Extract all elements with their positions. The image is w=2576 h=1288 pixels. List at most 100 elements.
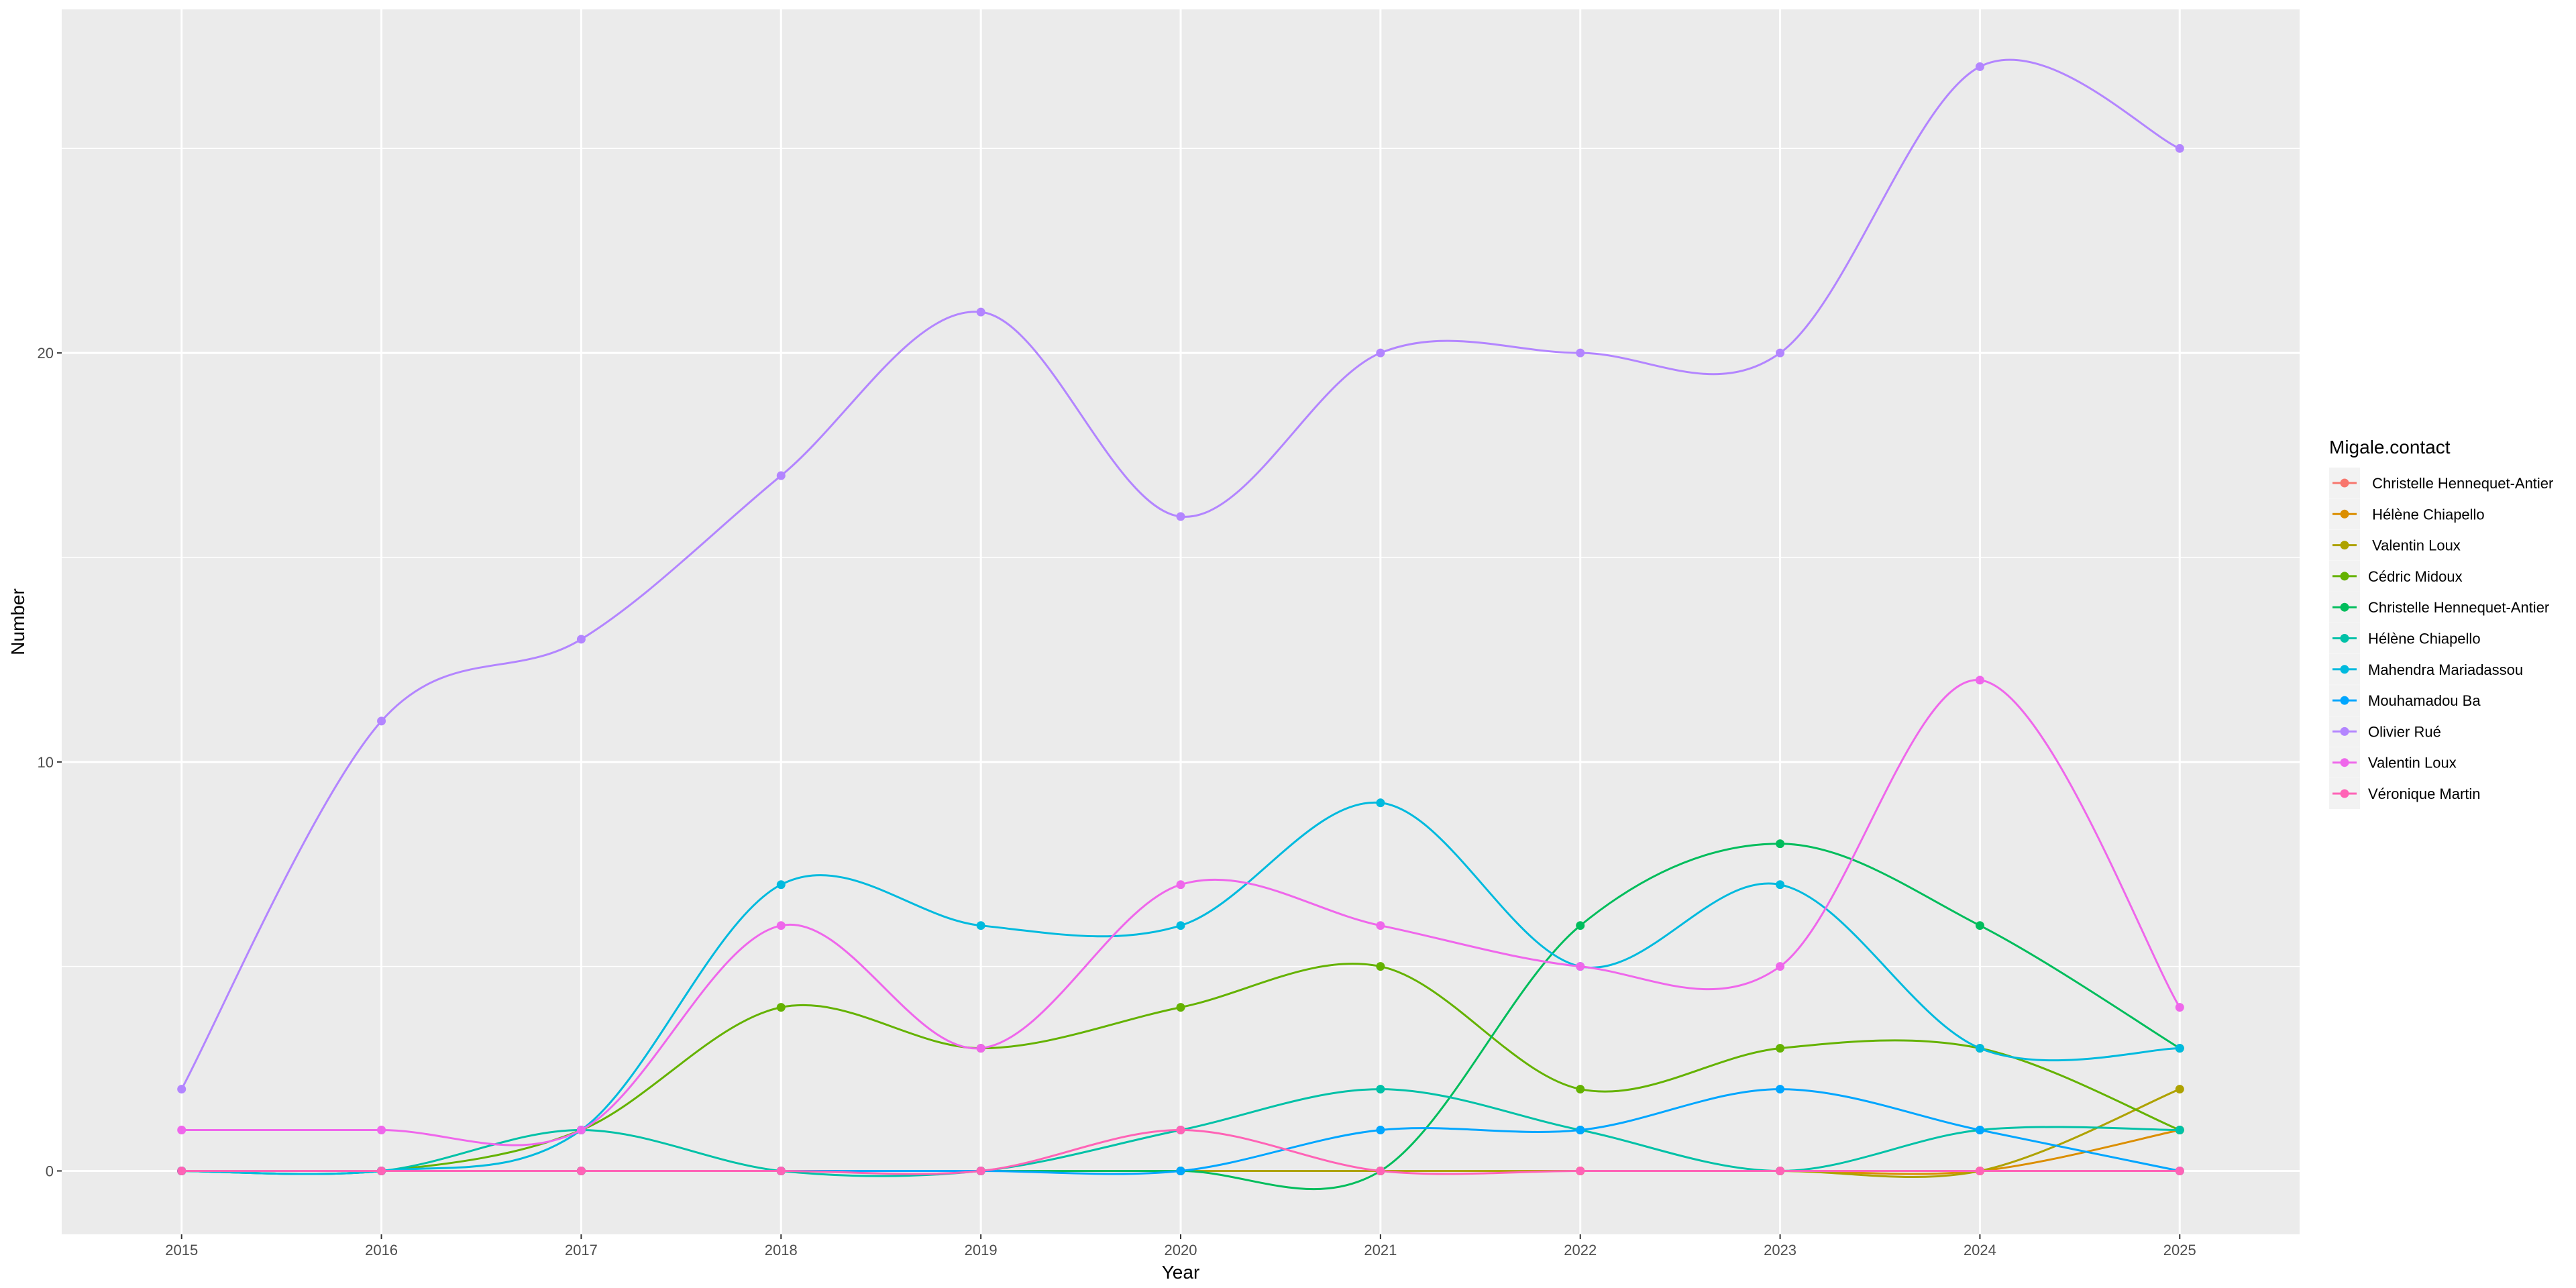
data-point bbox=[1776, 348, 1785, 358]
data-point bbox=[976, 1044, 985, 1053]
x-tick-label: 2025 bbox=[2163, 1242, 2196, 1258]
legend-key-point bbox=[2340, 789, 2349, 798]
data-point bbox=[2175, 1003, 2184, 1012]
data-point bbox=[1176, 880, 1185, 890]
data-point bbox=[1975, 676, 1984, 685]
data-point bbox=[1576, 1126, 1585, 1135]
data-point bbox=[1776, 1085, 1785, 1094]
data-point bbox=[2175, 144, 2184, 153]
legend-item: Mouhamadou Ba bbox=[2329, 685, 2481, 716]
data-point bbox=[1975, 1166, 1984, 1175]
legend-item: Cédric Midoux bbox=[2329, 560, 2463, 592]
legend-key-point bbox=[2340, 665, 2349, 674]
legend-label: Hélène Chiapello bbox=[2368, 506, 2485, 523]
data-point bbox=[1975, 1044, 1984, 1053]
y-tick-label: 0 bbox=[46, 1163, 54, 1179]
data-point bbox=[976, 1166, 985, 1175]
legend-label: Cédric Midoux bbox=[2368, 568, 2463, 585]
data-point bbox=[1776, 839, 1785, 849]
legend-label: Christelle Hennequet-Antier bbox=[2368, 475, 2553, 492]
legend-item: Valentin Loux bbox=[2329, 529, 2461, 561]
data-point bbox=[1975, 1126, 1984, 1135]
data-point bbox=[377, 1126, 386, 1135]
data-point bbox=[576, 635, 586, 644]
data-point bbox=[976, 307, 985, 317]
x-axis-label: Year bbox=[1162, 1262, 1200, 1283]
legend-item: Olivier Rué bbox=[2329, 716, 2441, 747]
data-point bbox=[1776, 880, 1785, 890]
x-tick-label: 2015 bbox=[165, 1242, 198, 1258]
legend-label: Olivier Rué bbox=[2368, 723, 2441, 740]
data-point bbox=[1176, 1126, 1185, 1135]
data-point bbox=[1176, 512, 1185, 521]
legend-key-point bbox=[2340, 634, 2349, 643]
legend-items: Christelle Hennequet-Antier Hélène Chiap… bbox=[2329, 468, 2553, 809]
legend-title: Migale.contact bbox=[2329, 437, 2451, 458]
data-point bbox=[2175, 1085, 2184, 1094]
data-point bbox=[377, 1166, 386, 1175]
legend-key-point bbox=[2340, 541, 2349, 550]
data-point bbox=[1776, 962, 1785, 971]
data-point bbox=[2175, 1166, 2184, 1175]
data-point bbox=[776, 921, 786, 930]
legend-item: Valentin Loux bbox=[2329, 747, 2457, 778]
x-tick-label: 2024 bbox=[1964, 1242, 1996, 1258]
series-9 bbox=[177, 676, 2184, 1146]
y-axis-ticks: 0 10 20 bbox=[38, 345, 62, 1179]
x-axis-ticks: 2015 2016 2017 2018 2019 2020 2021 2022 2023 2024… bbox=[165, 1234, 2196, 1258]
x-tick-label: 2022 bbox=[1564, 1242, 1597, 1258]
series-line bbox=[180, 58, 2180, 1090]
series-layer bbox=[177, 58, 2184, 1191]
data-point bbox=[2175, 1126, 2184, 1135]
legend-item: Christelle Hennequet-Antier bbox=[2329, 592, 2549, 623]
y-tick-label: 10 bbox=[38, 754, 54, 771]
y-tick-label: 20 bbox=[38, 345, 54, 362]
x-tick-label: 2018 bbox=[765, 1242, 798, 1258]
data-point bbox=[976, 921, 985, 930]
legend-label: Valentin Loux bbox=[2368, 537, 2461, 554]
data-point bbox=[1376, 348, 1385, 358]
data-point bbox=[177, 1126, 186, 1135]
series-10 bbox=[177, 1126, 2184, 1175]
data-point bbox=[1776, 1044, 1785, 1053]
data-point bbox=[1576, 1166, 1585, 1175]
legend-item: Hélène Chiapello bbox=[2329, 498, 2485, 530]
data-point bbox=[776, 471, 786, 480]
legend-item: Christelle Hennequet-Antier bbox=[2329, 468, 2553, 498]
y-axis-label: Number bbox=[7, 588, 28, 655]
legend-item: Hélène Chiapello bbox=[2329, 623, 2481, 654]
data-point bbox=[1975, 921, 1984, 930]
data-point bbox=[1776, 1166, 1785, 1175]
data-point bbox=[1376, 1126, 1385, 1135]
data-point bbox=[1376, 1166, 1385, 1175]
data-point bbox=[576, 1166, 586, 1175]
x-tick-label: 2019 bbox=[965, 1242, 998, 1258]
legend-label: Véronique Martin bbox=[2368, 786, 2481, 802]
data-point bbox=[776, 1003, 786, 1012]
data-point bbox=[1376, 962, 1385, 971]
legend-item: Mahendra Mariadassou bbox=[2329, 653, 2523, 685]
legend-key-point bbox=[2340, 602, 2349, 612]
data-point bbox=[776, 880, 786, 890]
legend-key-point bbox=[2340, 727, 2349, 736]
x-tick-label: 2021 bbox=[1364, 1242, 1397, 1258]
data-point bbox=[576, 1126, 586, 1135]
data-point bbox=[1176, 1003, 1185, 1012]
data-point bbox=[1176, 921, 1185, 930]
data-point bbox=[177, 1085, 186, 1094]
x-tick-label: 2017 bbox=[565, 1242, 598, 1258]
x-tick-label: 2020 bbox=[1165, 1242, 1197, 1258]
series-line bbox=[181, 679, 2181, 1146]
data-point bbox=[1576, 1085, 1585, 1094]
legend-label: Valentin Loux bbox=[2368, 755, 2457, 771]
legend-key-point bbox=[2340, 478, 2349, 488]
legend-key-point bbox=[2340, 758, 2349, 767]
legend-label: Christelle Hennequet-Antier bbox=[2368, 599, 2549, 616]
data-point bbox=[776, 1166, 786, 1175]
data-point bbox=[177, 1166, 186, 1175]
data-point bbox=[1376, 1085, 1385, 1094]
x-tick-label: 2016 bbox=[365, 1242, 398, 1258]
major-gridlines bbox=[62, 9, 2300, 1234]
legend: Migale.contact Christelle Hennequet-Anti… bbox=[2329, 437, 2553, 809]
